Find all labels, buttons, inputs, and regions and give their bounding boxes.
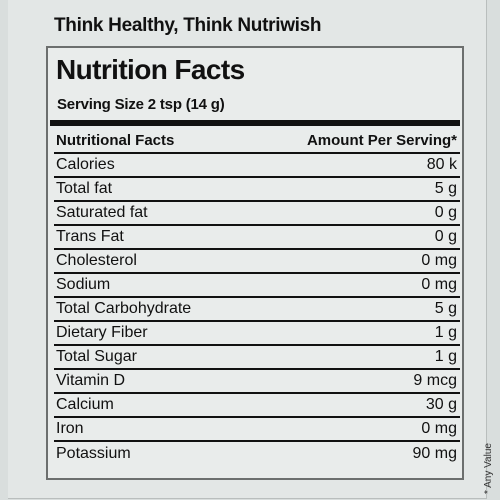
nutrient-amount: 90 mg [412, 445, 457, 462]
table-row: Total Sugar 1 g [54, 346, 460, 370]
nutrient-name: Calcium [56, 396, 114, 413]
brand-tagline: Think Healthy, Think Nutriwish [54, 15, 322, 36]
table-row: Iron 0 mg [54, 418, 460, 442]
nutrient-amount: 5 g [434, 180, 457, 197]
nutrient-amount: 0 mg [421, 276, 457, 293]
nutrient-name: Dietary Fiber [56, 324, 148, 341]
nutrient-amount: 9 mcg [413, 372, 457, 389]
table-row: Calories 80 k [54, 154, 460, 178]
table-row: Saturated fat 0 g [54, 202, 460, 226]
nutrition-table: Nutritional Facts Amount Per Serving* Ca… [54, 129, 460, 466]
nutrition-facts-panel: Nutrition Facts Serving Size 2 tsp (14 g… [46, 46, 464, 480]
table-row: Calcium 30 g [54, 394, 460, 418]
serving-size: Serving Size 2 tsp (14 g) [57, 96, 225, 113]
nutrient-name: Total Carbohydrate [56, 300, 192, 317]
table-row: Vitamin D 9 mcg [54, 370, 460, 394]
nutrient-amount: 0 mg [421, 252, 457, 269]
nutrient-amount: 1 g [434, 348, 457, 365]
header-amount: Amount Per Serving* [306, 132, 457, 149]
table-row: Potassium 90 mg [54, 442, 460, 466]
table-row: Total Carbohydrate 5 g [54, 298, 460, 322]
nutrient-name: Total fat [56, 180, 113, 197]
table-row: Cholesterol 0 mg [54, 250, 460, 274]
table-row: Trans Fat 0 g [54, 226, 460, 250]
nutrient-amount: 80 k [426, 156, 457, 173]
nutrient-name: Saturated fat [56, 204, 148, 221]
table-row: Dietary Fiber 1 g [54, 322, 460, 346]
nutrient-name: Calories [56, 156, 115, 173]
nutrient-name: Iron [56, 420, 84, 437]
footnote-vertical: * Any Value [483, 443, 494, 494]
nutrient-name: Potassium [56, 445, 131, 462]
table-row: Total fat 5 g [54, 178, 460, 202]
table-header: Nutritional Facts Amount Per Serving* [54, 129, 460, 154]
header-nutrient: Nutritional Facts [56, 132, 175, 149]
nutrient-amount: 0 mg [421, 420, 457, 437]
nutrient-name: Total Sugar [56, 348, 137, 365]
nutrient-name: Sodium [56, 276, 111, 293]
nutrient-amount: 5 g [434, 300, 457, 317]
nutrient-amount: 1 g [434, 324, 457, 341]
nutrient-amount: 30 g [425, 396, 457, 413]
nutrient-name: Trans Fat [56, 228, 124, 245]
panel-title: Nutrition Facts [56, 54, 245, 85]
divider-rule [50, 120, 460, 126]
table-row: Sodium 0 mg [54, 274, 460, 298]
nutrient-name: Vitamin D [56, 372, 126, 389]
nutrient-name: Cholesterol [56, 252, 137, 269]
product-label: Think Healthy, Think Nutriwish Nutrition… [8, 0, 487, 499]
nutrient-amount: 0 g [434, 228, 457, 245]
nutrient-amount: 0 g [434, 204, 457, 221]
